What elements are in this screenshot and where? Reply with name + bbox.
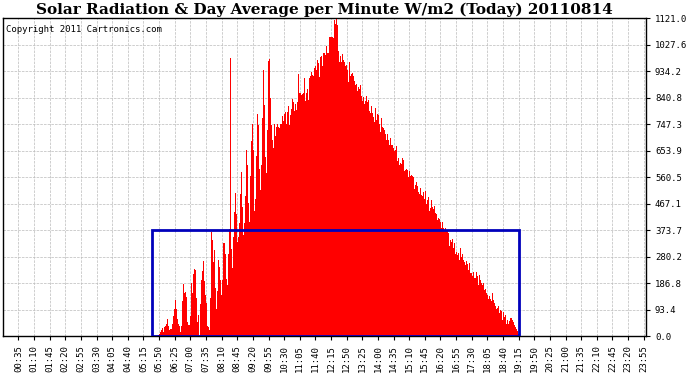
Bar (152, 230, 519, 336)
Text: Copyright 2011 Cartronics.com: Copyright 2011 Cartronics.com (6, 25, 162, 34)
Title: Solar Radiation & Day Average per Minute W/m2 (Today) 20110814: Solar Radiation & Day Average per Minute… (36, 3, 613, 17)
